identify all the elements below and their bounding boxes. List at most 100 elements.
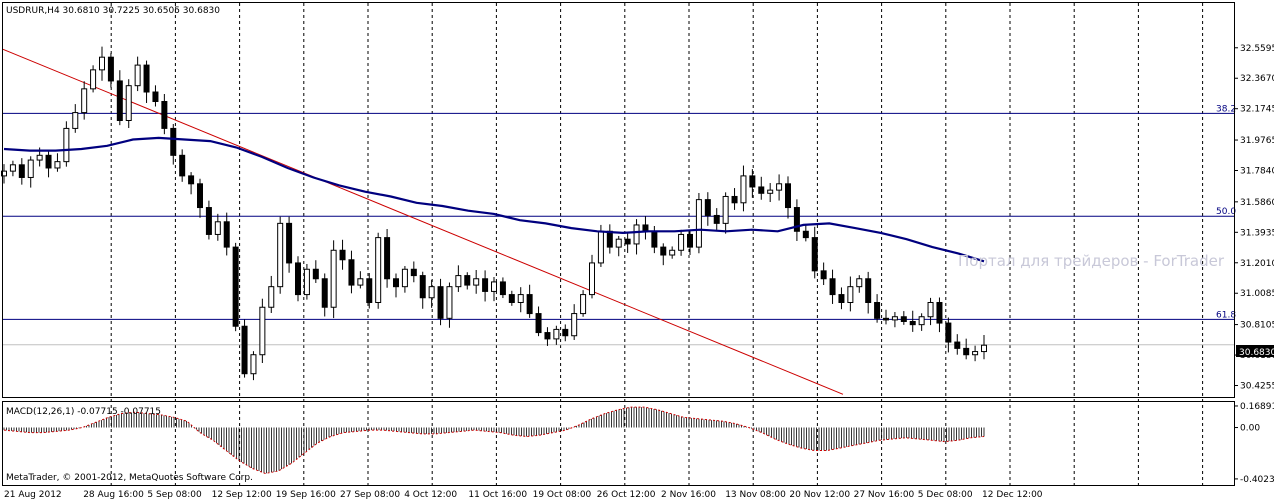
- time-tick-label: 12 Dec 12:00: [982, 490, 1043, 500]
- candle-body: [375, 237, 382, 303]
- time-tick-label: 27 Nov 16:00: [854, 490, 915, 500]
- candle-body: [81, 88, 88, 114]
- price-tick-label: 32.3670: [1240, 74, 1274, 84]
- candle-body: [535, 313, 542, 334]
- candle-body: [597, 230, 604, 264]
- candle-body: [847, 286, 854, 303]
- candle-body: [776, 183, 783, 191]
- time-tick-label: 11 Oct 16:00: [468, 490, 527, 500]
- candle-body: [883, 317, 889, 321]
- fib-level-label: 61.8: [1216, 310, 1236, 320]
- time-tick-label: 5 Dec 08:00: [918, 490, 973, 500]
- fib-level-label: 50.0: [1216, 207, 1236, 217]
- macd-histogram: [3, 406, 985, 475]
- candle-body: [250, 354, 257, 375]
- candle-body: [767, 189, 774, 194]
- main-plot-frame: [2, 2, 1235, 398]
- vertical-grid: [110, 3, 1204, 485]
- trend-line: [2, 48, 844, 395]
- candle-body: [401, 268, 408, 288]
- price-tick-label: 32.5595: [1240, 44, 1274, 54]
- candle-body: [981, 344, 987, 353]
- candle-body: [802, 230, 809, 239]
- candle-body: [571, 313, 578, 337]
- candle-body: [544, 332, 551, 340]
- candle-body: [437, 286, 444, 319]
- time-tick-label: 4 Oct 12:00: [404, 490, 457, 500]
- candle-body: [589, 262, 595, 296]
- candle-body: [455, 275, 462, 288]
- candle-body: [785, 183, 791, 209]
- candle-body: [339, 249, 346, 261]
- time-tick-label: 26 Oct 12:00: [597, 490, 656, 500]
- candle-body: [428, 286, 435, 299]
- candle-body: [553, 328, 560, 340]
- candle-body: [72, 112, 79, 129]
- candle-body: [357, 278, 364, 286]
- time-tick-label: 19 Sep 16:00: [276, 490, 336, 500]
- candle-body: [214, 221, 221, 235]
- candle-body: [170, 127, 177, 156]
- candle-body: [722, 195, 729, 224]
- candle-body: [295, 262, 301, 296]
- candle-body: [820, 270, 827, 280]
- time-tick-label: 19 Oct 08:00: [533, 490, 592, 500]
- candle-body: [740, 175, 747, 204]
- candle-body: [669, 249, 676, 256]
- candle-body: [18, 164, 25, 178]
- candle-body: [945, 322, 952, 343]
- candle-body: [695, 199, 702, 248]
- candle-body: [936, 301, 943, 324]
- current-price-tag: [1236, 345, 1274, 357]
- current-price-label: 30.6830: [1239, 348, 1274, 358]
- price-tick-label: 31.9765: [1240, 136, 1274, 146]
- candle-body: [508, 294, 515, 303]
- macd-axis: 0.16891 0.00 -0.40234: [1234, 402, 1274, 485]
- candle-body: [1, 170, 7, 177]
- candle-body: [927, 301, 934, 318]
- macd-signal-line: [3, 406, 985, 475]
- candle-body: [259, 306, 266, 356]
- time-tick-label: 5 Sep 08:00: [147, 490, 202, 500]
- copyright-footer: MetaTrader, © 2001-2012, MetaQuotes Soft…: [6, 473, 253, 483]
- candle-body: [36, 154, 43, 161]
- candle-body: [829, 278, 836, 296]
- candle-body: [874, 301, 881, 319]
- macd-label: MACD(12,26,1) -0.07715 -0.07715: [6, 407, 161, 417]
- candle-body: [446, 286, 453, 319]
- candle-body: [197, 183, 203, 209]
- watermark: Портал для трейдеров - ForTrader: [958, 252, 1225, 270]
- price-tick-label: 31.3935: [1240, 228, 1274, 238]
- time-tick-label: 13 Nov 08:00: [725, 490, 786, 500]
- candle-body: [678, 233, 685, 251]
- price-axis: 32.5595 32.3670 32.1745 31.9765 31.7840 31.58…: [1234, 44, 1274, 392]
- price-tick-label: 31.2010: [1240, 259, 1274, 269]
- candle-body: [473, 278, 480, 286]
- price-tick-label: 32.1745: [1240, 105, 1274, 115]
- candle-body: [580, 294, 587, 315]
- candle-body: [606, 230, 613, 248]
- candle-body: [161, 101, 168, 129]
- candle-body: [27, 159, 34, 178]
- candle-body: [205, 207, 212, 235]
- candle-body: [393, 278, 399, 288]
- price-tick-label: 30.4255: [1240, 382, 1274, 392]
- candle-body: [277, 222, 284, 288]
- macd-tick-label: 0.16891: [1240, 402, 1274, 412]
- candle-body: [615, 238, 622, 248]
- candle-body: [188, 175, 195, 185]
- candle-body: [419, 275, 426, 299]
- candle-body: [54, 161, 61, 169]
- candle-body: [286, 222, 293, 264]
- candle-body: [865, 278, 872, 303]
- candle-body: [838, 294, 845, 303]
- candle-body: [793, 207, 800, 232]
- candle-body: [366, 278, 373, 303]
- candle-body: [562, 328, 569, 337]
- candle-body: [152, 91, 159, 103]
- candle-body: [464, 275, 471, 286]
- candle-body: [499, 281, 506, 296]
- candle-body: [713, 214, 720, 224]
- candle-body: [143, 64, 150, 93]
